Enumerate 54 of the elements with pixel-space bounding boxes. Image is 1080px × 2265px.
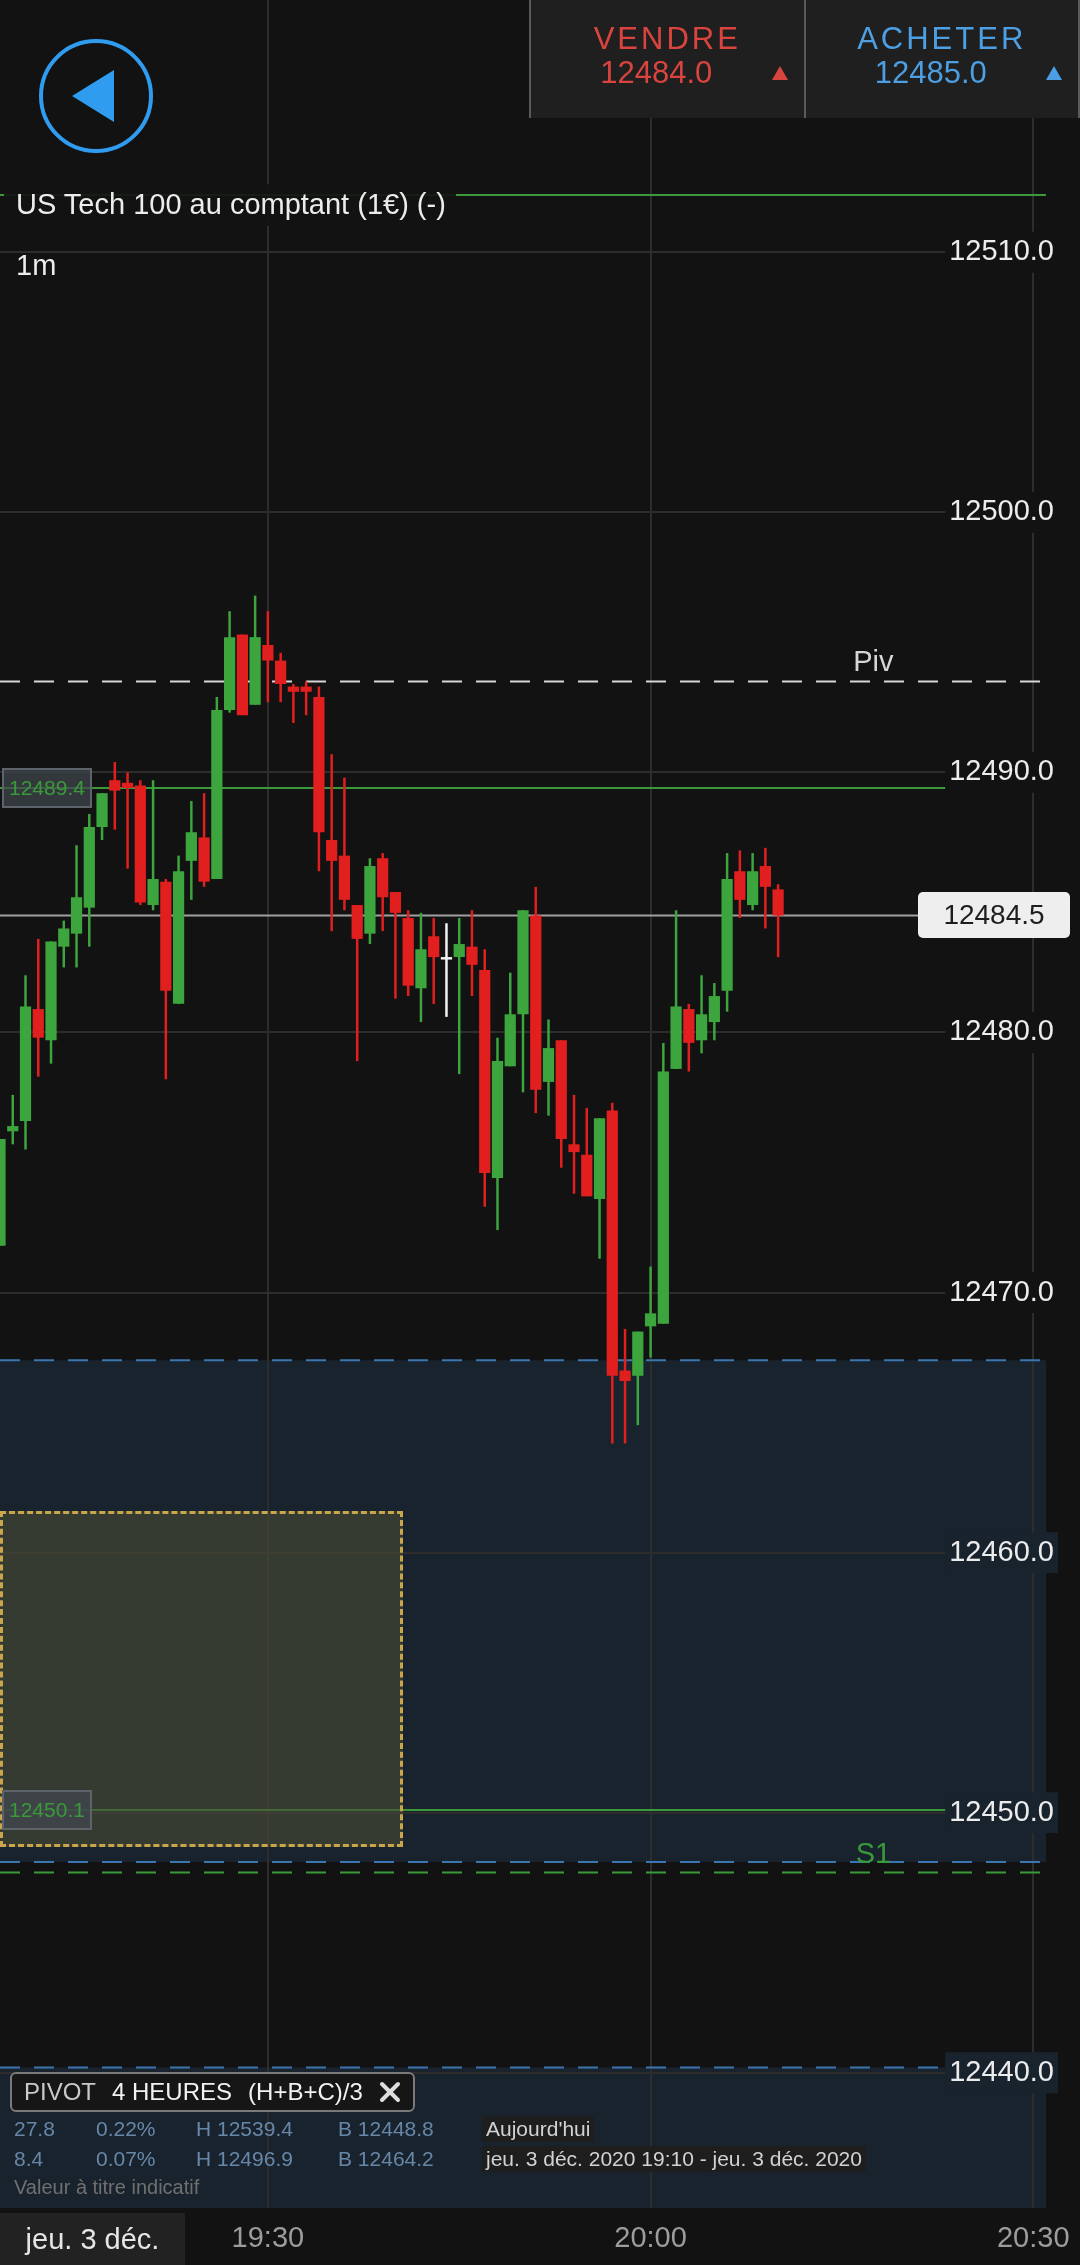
candlestick [389, 890, 402, 1000]
candlestick [275, 651, 287, 704]
candlestick [466, 909, 478, 998]
annotation: 0.07% [96, 2146, 156, 2172]
annotation: VENDRE [592, 21, 742, 56]
annotation: H 12496.9 [196, 2146, 293, 2172]
y-tick-label: 12480.0 [949, 1014, 1054, 1047]
candlestick [109, 760, 121, 831]
annotation: 0.22% [96, 2116, 156, 2142]
y-tick-label: 12440.0 [949, 2054, 1054, 2087]
candlestick [326, 752, 338, 933]
pivot-chip: PIVOT 4 HEURES (H+B+C)/3 [10, 2072, 415, 2112]
y-tick-label: 12470.0 [949, 1274, 1054, 1307]
annotation: Aujourd'hui [482, 2116, 595, 2142]
ref-line-label: 12489.4 [2, 768, 92, 808]
candlestick [759, 846, 771, 930]
candlestick [262, 609, 274, 704]
candlestick [644, 1265, 657, 1359]
y-tick-label: 12460.0 [949, 1534, 1054, 1567]
ref-line-label: S1 [855, 1836, 892, 1869]
y-tick-label: 12490.0 [949, 754, 1054, 787]
annotation: 12484.0 [599, 55, 714, 90]
ref-line-label: 12484.5 [918, 892, 1070, 939]
annotation: 27.8 [14, 2116, 55, 2142]
ref-line-label: Piv [853, 645, 894, 678]
x-tick-label: 20:30 [996, 2221, 1070, 2254]
y-tick-label: 12510.0 [949, 234, 1054, 267]
candlestick [568, 1093, 580, 1195]
ref-line-label: 12450.1 [2, 1790, 92, 1831]
annotation: Valeur à titre indicatif [14, 2176, 200, 2199]
annotation: 12485.0 [873, 55, 988, 90]
annotation: B 12448.8 [338, 2116, 434, 2142]
annotation: 4 HEURES [112, 2078, 233, 2106]
annotation: (H+B+C)/3 [248, 2078, 363, 2106]
y-tick-label: 12500.0 [949, 494, 1054, 527]
candlestick [453, 916, 465, 1076]
annotation: 8.4 [14, 2146, 44, 2172]
text: 1m [16, 249, 57, 282]
candlestick [300, 680, 312, 717]
x-tick-label: 19:30 [231, 2221, 305, 2254]
candlestick [287, 682, 299, 725]
candlestick [440, 922, 453, 1019]
annotation: H 12539.4 [196, 2116, 293, 2142]
annotation: ACHETER [856, 21, 1028, 56]
candlestick [428, 916, 440, 1006]
annotation: B 12464.2 [338, 2146, 434, 2172]
text: jeu. 3 déc. [0, 2213, 185, 2265]
y-tick-label: 12450.0 [949, 1794, 1054, 1827]
candlestick [121, 771, 134, 870]
annotation: PIVOT [24, 2078, 97, 2106]
annotation: jeu. 3 déc. 2020 19:10 - jeu. 3 déc. 2020 [482, 2146, 866, 2172]
candlestick [7, 1093, 19, 1146]
x-tick-label: 20:00 [614, 2221, 687, 2254]
text: US Tech 100 au comptant (1€) (-) [4, 184, 456, 226]
